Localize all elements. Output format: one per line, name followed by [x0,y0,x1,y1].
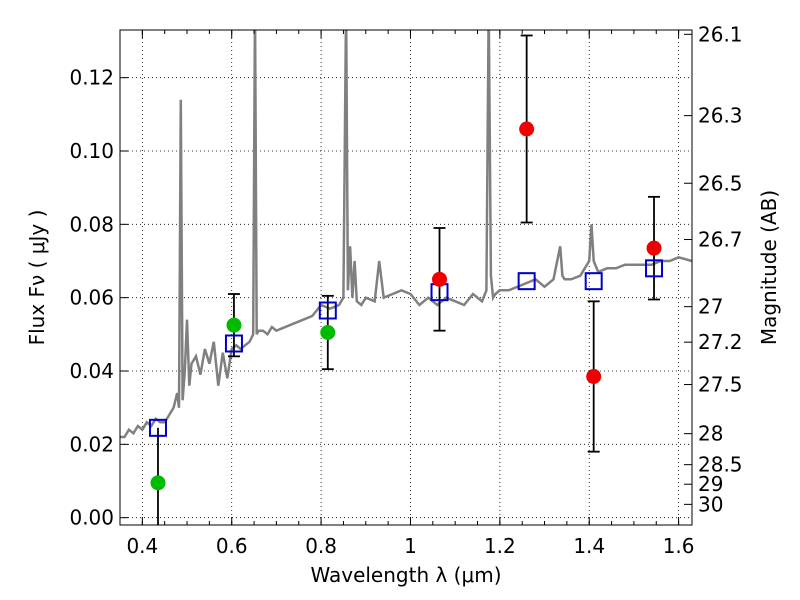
x-axis-title: Wavelength λ (μm) [310,563,501,587]
plot-frame [119,29,693,526]
red-point [519,121,535,137]
model-square [584,272,603,291]
red-point [646,240,662,256]
x-tick-label: 0.8 [305,534,337,558]
mag-tick-label: 30 [698,492,723,516]
mag-tick-label: 27.5 [698,373,743,397]
x-tick-label: 0.6 [216,534,248,558]
mag-tick-label: 28 [698,422,723,446]
green-point [226,317,242,333]
mag-tick-label: 28.5 [698,453,743,477]
mag-tick-label: 27 [698,295,723,319]
model-square [517,272,536,291]
spectrum-layer [120,30,692,439]
model-square [148,418,167,437]
y-tick-label: 0.00 [69,506,114,530]
y-tick-label: 0.12 [69,66,114,90]
green-point [320,325,336,340]
y-tick-label: 0.08 [69,212,114,236]
y2-axis-title: Magnitude (AB) [757,190,781,345]
x-tick-label: 1.2 [484,534,516,558]
y-axis-title: Flux Fν ( μJy ) [25,210,49,346]
green-point [150,475,166,491]
model-square [645,259,664,278]
x-tick-label: 1.6 [663,534,695,558]
points [148,121,664,491]
mag-tick-label: 26.5 [698,171,743,195]
mag-tick-label: 26.1 [698,22,743,46]
x-tick-label: 1 [404,534,417,558]
y-tick-label: 0.10 [69,139,114,163]
y-tick-label: 0.06 [69,286,114,310]
ticks: 0.4 0.6 0.8 1 1.2 1.4 1.6 0.00 0.02 0.04 0.06 0.08 0… [69,22,742,558]
mag-tick-label: 27.2 [698,330,743,354]
red-point [432,271,448,287]
spectrum-line [120,30,692,439]
red-point [586,369,602,384]
mag-tick-label: 26.7 [698,228,743,252]
x-tick-label: 0.4 [126,534,158,558]
y-tick-label: 0.04 [69,359,114,383]
y-tick-label: 0.02 [69,432,114,456]
mag-tick-label: 26.3 [698,104,743,128]
mag-tick-label: 29 [698,472,723,496]
model-square [224,334,243,353]
x-tick-label: 1.4 [573,534,605,558]
model-square [318,301,337,320]
grid [120,30,692,525]
